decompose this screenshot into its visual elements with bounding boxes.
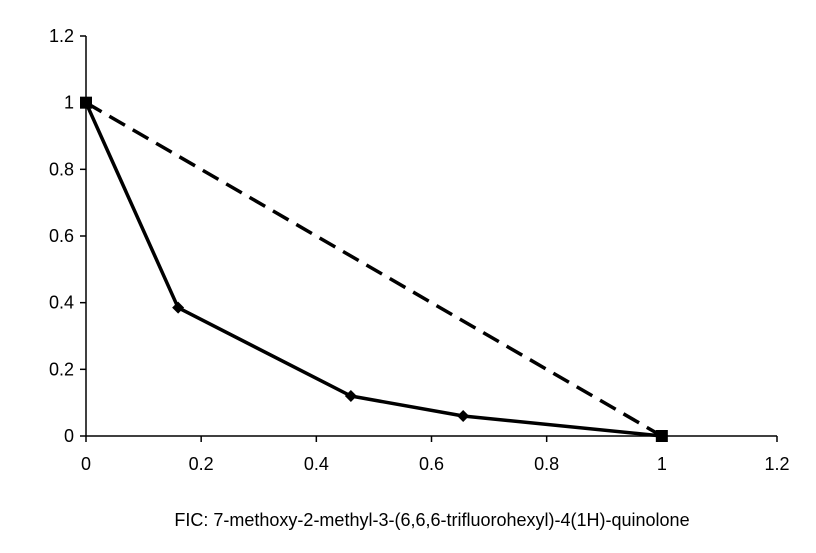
x-axis-title: FIC: 7-methoxy-2-methyl-3-(6,6,6-trifluo… bbox=[174, 510, 689, 530]
y-tick-label: 0.6 bbox=[49, 226, 74, 246]
y-tick-label: 1.2 bbox=[49, 26, 74, 46]
diamond-point bbox=[344, 390, 357, 402]
x-axis-ticks: 0 0.2 0.4 0.6 0.8 1 1.2 bbox=[81, 436, 790, 474]
y-tick-label: 0.8 bbox=[49, 159, 74, 179]
square-point bbox=[655, 430, 668, 442]
x-tick-label: 0.6 bbox=[419, 454, 444, 474]
diamond-point bbox=[457, 410, 470, 422]
y-tick-label: 0 bbox=[64, 426, 74, 446]
square-point bbox=[80, 96, 92, 109]
x-tick-label: 0.8 bbox=[534, 454, 559, 474]
series-1 bbox=[80, 96, 668, 442]
x-tick-label: 0.2 bbox=[189, 454, 214, 474]
x-tick-label: 0.4 bbox=[304, 454, 329, 474]
x-tick-label: 1 bbox=[657, 454, 667, 474]
y-tick-label: 0.2 bbox=[49, 359, 74, 379]
dashed-series-line bbox=[85, 101, 663, 438]
series-layer bbox=[80, 96, 668, 442]
x-tick-label: 0 bbox=[81, 454, 91, 474]
y-tick-label: 1 bbox=[64, 93, 74, 113]
y-axis-ticks: 0 0.2 0.4 0.6 0.8 1 1.2 bbox=[49, 26, 86, 446]
y-tick-label: 0.4 bbox=[49, 293, 74, 313]
diamond-point bbox=[172, 301, 185, 314]
x-tick-label: 1.2 bbox=[764, 454, 789, 474]
